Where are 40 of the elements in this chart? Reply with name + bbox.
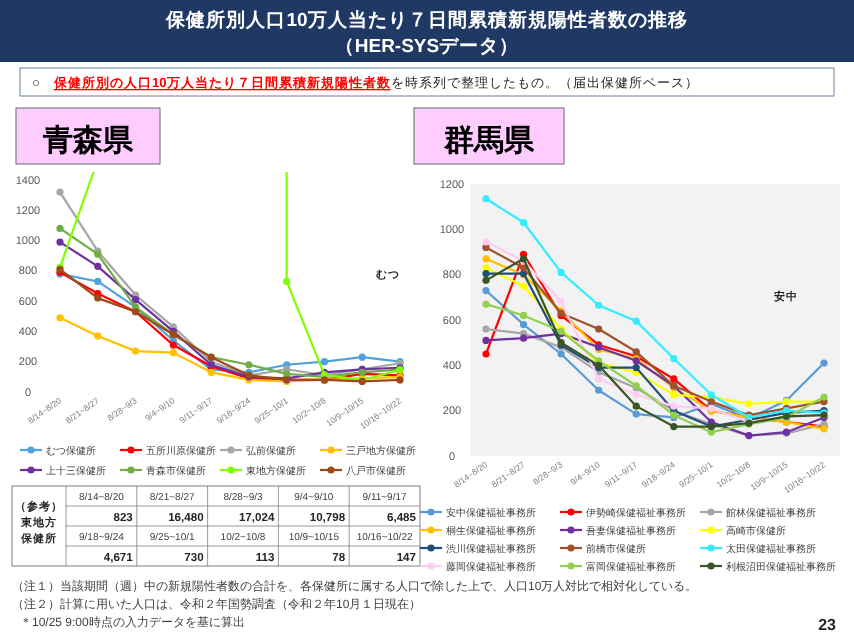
text: 23 <box>818 616 838 634</box>
point <box>519 320 528 329</box>
point <box>482 264 490 272</box>
point <box>670 422 678 431</box>
point <box>519 311 528 320</box>
point <box>745 400 753 408</box>
point <box>482 255 490 263</box>
point <box>482 336 490 344</box>
point <box>595 386 603 394</box>
point <box>595 301 603 309</box>
chart-title: 群馬県 <box>442 124 536 158</box>
text: 保健所別人口10万人当たり７日間累積新規陽性者数の推移 <box>164 8 688 32</box>
point <box>632 410 640 418</box>
point <box>482 300 490 308</box>
point <box>820 393 828 401</box>
point <box>632 391 640 399</box>
point <box>482 276 490 284</box>
point <box>820 359 828 367</box>
point <box>482 195 490 203</box>
point <box>670 375 678 383</box>
point <box>482 325 490 333</box>
point <box>595 325 603 333</box>
point <box>670 402 678 410</box>
chart-title: 青森県 <box>41 124 135 158</box>
point <box>482 238 490 246</box>
point <box>670 391 678 399</box>
point <box>670 354 678 363</box>
point <box>595 375 603 383</box>
point <box>519 282 528 290</box>
point <box>482 286 490 295</box>
point <box>632 402 640 410</box>
point <box>557 298 565 306</box>
point <box>707 428 715 436</box>
point <box>482 350 490 358</box>
text: （HER-SYSデータ） <box>334 36 520 58</box>
point <box>632 317 640 325</box>
point <box>557 350 565 358</box>
point <box>557 268 565 276</box>
point <box>482 269 490 278</box>
point <box>519 218 528 227</box>
